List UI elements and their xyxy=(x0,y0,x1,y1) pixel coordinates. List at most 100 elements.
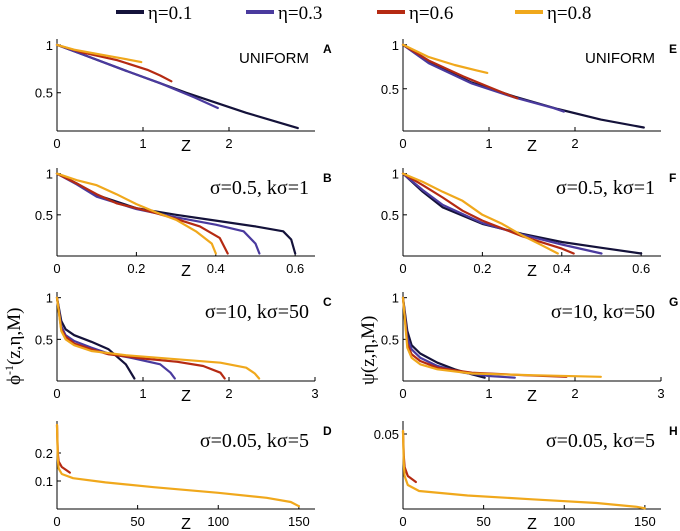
panel-letter-h: H xyxy=(669,424,678,438)
x-axis-label-c: Z xyxy=(181,388,191,405)
legend-label-1: η=0.3 xyxy=(278,3,322,24)
annotation-a: UNIFORM xyxy=(239,50,309,67)
panel-h: 0 50 100 150 0.05 Z Hσ=0.05, kσ=5 xyxy=(374,421,678,531)
series-line-h-1 xyxy=(401,429,646,510)
x-tick-label-d: 100 xyxy=(207,514,229,529)
y-tick-label-g: 1 xyxy=(392,291,399,306)
y-tick-label-h: 0.05 xyxy=(374,427,399,442)
x-tick-label-b: 0.4 xyxy=(207,261,225,276)
series-line-g-2 xyxy=(401,296,568,378)
series-line-b-2 xyxy=(55,172,229,255)
y-tick-label-e: 0.5 xyxy=(381,82,399,97)
panel-d: 0 50 100 150 0.1 0.2 Z Dσ=0.05, kσ=5 xyxy=(35,421,332,531)
annotation-d: σ=0.05, kσ=5 xyxy=(200,430,309,452)
y-axis-label-right: ψ(z,η,M) xyxy=(358,316,379,385)
y-tick-label-a: 0.5 xyxy=(35,86,53,101)
series-line-g-0 xyxy=(401,296,486,379)
series-line-e-2 xyxy=(401,43,519,100)
y-tick-label-c: 0.5 xyxy=(35,332,53,347)
legend-label-3: η=0.8 xyxy=(547,3,591,24)
x-tick-label-h: 150 xyxy=(634,514,656,529)
x-tick-label-a: 1 xyxy=(139,136,146,151)
series-line-a-3 xyxy=(55,43,143,64)
x-tick-label-b: 0.2 xyxy=(127,261,145,276)
annotation-e: UNIFORM xyxy=(585,50,655,67)
y-tick-label-f: 0.5 xyxy=(381,208,399,223)
x-tick-label-c: 3 xyxy=(311,386,318,401)
series-line-f-3 xyxy=(401,172,559,255)
legend: η=0.1 η=0.3 η=0.6 η=0.8 xyxy=(116,3,591,24)
x-tick-label-b: 0.6 xyxy=(286,261,304,276)
x-tick-label-b: 0 xyxy=(53,261,60,276)
x-tick-label-a: 2 xyxy=(225,136,232,151)
x-tick-label-d: 150 xyxy=(288,514,310,529)
x-axis-label-h: Z xyxy=(527,516,537,531)
panel-e: 0 1 2 0.5 1 Z E UNIFORM xyxy=(381,38,677,155)
series-line-c-3 xyxy=(55,296,261,380)
series-line-a-1 xyxy=(55,43,219,110)
series-line-f-1 xyxy=(401,172,603,255)
x-tick-label-e: 0 xyxy=(399,136,406,151)
x-tick-label-f: 0.2 xyxy=(473,261,491,276)
y-tick-label-d: 0.1 xyxy=(35,474,53,489)
series-line-e-1 xyxy=(401,43,565,113)
y-tick-label-e: 1 xyxy=(392,38,399,53)
legend-label-0: η=0.1 xyxy=(148,3,192,24)
x-tick-label-f: 0.6 xyxy=(632,261,650,276)
x-axis-label-f: Z xyxy=(527,263,537,280)
panel-letter-e: E xyxy=(669,42,677,56)
x-tick-label-h: 0 xyxy=(399,514,406,529)
x-tick-label-c: 1 xyxy=(139,386,146,401)
x-tick-label-a: 0 xyxy=(53,136,60,151)
y-tick-label-b: 0.5 xyxy=(35,208,53,223)
panel-letter-c: C xyxy=(323,295,332,309)
x-tick-label-c: 2 xyxy=(225,386,232,401)
panel-g: 0 1 2 3 0.5 1 Z Gσ=10, kσ=50 xyxy=(381,291,678,405)
series-line-f-2 xyxy=(401,172,575,255)
series-line-b-3 xyxy=(55,172,217,255)
x-tick-label-f: 0.4 xyxy=(553,261,571,276)
annotation-f: σ=0.5, kσ=1 xyxy=(556,177,655,199)
x-axis-label-g: Z xyxy=(527,388,537,405)
x-tick-label-c: 0 xyxy=(53,386,60,401)
x-tick-label-g: 1 xyxy=(485,386,492,401)
panel-letter-g: G xyxy=(669,295,678,309)
x-tick-label-h: 100 xyxy=(553,514,575,529)
series-line-g-1 xyxy=(401,296,516,379)
series-line-e-3 xyxy=(401,43,489,74)
panel-a: 0 1 2 0.5 1 Z A UNIFORM xyxy=(35,38,332,155)
y-tick-label-a: 1 xyxy=(46,38,53,53)
panel-letter-d: D xyxy=(323,424,332,438)
x-axis-label-d: Z xyxy=(181,516,191,531)
series-line-d-1 xyxy=(55,423,300,508)
panel-letter-b: B xyxy=(323,171,332,185)
panel-c: 0 1 2 3 0.5 1 Z Cσ=10, kσ=50 xyxy=(35,291,332,405)
x-tick-label-g: 3 xyxy=(657,386,664,401)
annotation-b: σ=0.5, kσ=1 xyxy=(210,177,309,199)
x-tick-label-g: 2 xyxy=(571,386,578,401)
y-tick-label-d: 0.2 xyxy=(35,446,53,461)
panel-f: 0 0.2 0.4 0.6 0.5 1 Z Fσ=0.5, kσ=1 xyxy=(381,167,676,280)
legend-label-2: η=0.6 xyxy=(409,3,453,24)
x-axis-label-a: Z xyxy=(181,138,191,155)
x-tick-label-g: 0 xyxy=(399,386,406,401)
x-tick-label-e: 2 xyxy=(571,136,578,151)
series-line-c-1 xyxy=(55,296,176,380)
x-tick-label-h: 50 xyxy=(476,514,490,529)
series-line-c-0 xyxy=(55,296,136,380)
y-axis-label-left: ϕ-1(z,η,M) xyxy=(2,308,25,385)
annotation-h: σ=0.05, kσ=5 xyxy=(546,430,655,452)
x-axis-label-b: Z xyxy=(181,263,191,280)
series-line-b-1 xyxy=(55,172,261,255)
panel-letter-a: A xyxy=(323,42,332,56)
annotation-c: σ=10, kσ=50 xyxy=(205,301,309,323)
y-tick-label-f: 1 xyxy=(392,167,399,182)
series-line-g-3 xyxy=(401,296,602,378)
x-axis-label-e: Z xyxy=(527,138,537,155)
x-tick-label-d: 0 xyxy=(53,514,60,529)
x-tick-label-e: 1 xyxy=(485,136,492,151)
y-tick-label-b: 1 xyxy=(46,167,53,182)
annotation-g: σ=10, kσ=50 xyxy=(551,301,655,323)
panel-b: 0 0.2 0.4 0.6 0.5 1 Z Bσ=0.5, kσ=1 xyxy=(35,167,332,280)
